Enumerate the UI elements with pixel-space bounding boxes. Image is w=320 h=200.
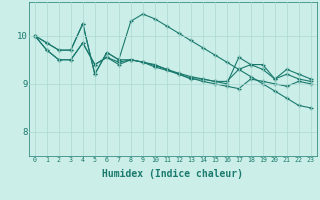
X-axis label: Humidex (Indice chaleur): Humidex (Indice chaleur) xyxy=(102,169,243,179)
